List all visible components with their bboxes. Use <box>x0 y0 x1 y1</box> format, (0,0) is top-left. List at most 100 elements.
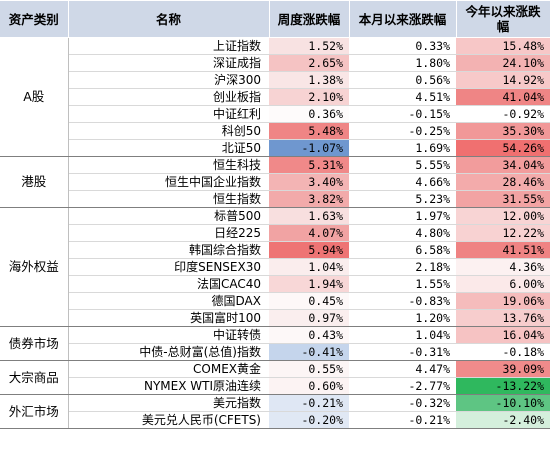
mtd-change-cell: -0.83% <box>349 292 456 310</box>
index-name-cell: 日经225 <box>68 224 269 242</box>
ytd-change-cell: 41.51% <box>456 241 550 259</box>
asset-class-cell: 海外权益 <box>0 207 69 327</box>
index-name-cell: 美元兑人民币(CFETS) <box>68 411 269 429</box>
index-name-cell: 恒生指数 <box>68 190 269 208</box>
weekly-change-cell: 0.60% <box>269 377 349 395</box>
asset-class-cell: A股 <box>0 37 69 157</box>
ytd-change-cell: 41.04% <box>456 88 550 106</box>
ytd-change-cell: -0.92% <box>456 105 550 123</box>
mtd-change-cell: 5.23% <box>349 190 456 208</box>
table-row: 德国DAX 0.45% -0.83% 19.06% <box>0 292 550 310</box>
mtd-change-cell: 4.47% <box>349 360 456 378</box>
weekly-change-cell: 1.63% <box>269 207 349 225</box>
mtd-change-cell: -0.25% <box>349 122 456 140</box>
ytd-change-cell: 28.46% <box>456 173 550 191</box>
weekly-change-cell: 3.40% <box>269 173 349 191</box>
table-body: A股 上证指数 1.52% 0.33% 15.48% 深证成指 2.65% 1.80% 24.1… <box>0 37 550 429</box>
index-name-cell: 德国DAX <box>68 292 269 310</box>
table-row: 恒生指数 3.82% 5.23% 31.55% <box>0 190 550 208</box>
index-name-cell: COMEX黄金 <box>68 360 269 378</box>
weekly-change-cell: 5.94% <box>269 241 349 259</box>
mtd-change-cell: 0.33% <box>349 37 456 55</box>
mtd-change-cell: 1.80% <box>349 54 456 72</box>
table-row: 港股 恒生科技 5.31% 5.55% 34.04% <box>0 156 550 208</box>
index-name-cell: 恒生中国企业指数 <box>68 173 269 191</box>
index-name-cell: NYMEX WTI原油连续 <box>68 377 269 395</box>
index-name-cell: 印度SENSEX30 <box>68 258 269 276</box>
weekly-change-cell: 4.07% <box>269 224 349 242</box>
weekly-change-cell: -0.20% <box>269 411 349 429</box>
weekly-change-cell: 2.65% <box>269 54 349 72</box>
ytd-change-cell: -2.40% <box>456 411 550 429</box>
mtd-change-cell: -0.31% <box>349 343 456 361</box>
weekly-change-cell: 1.94% <box>269 275 349 293</box>
weekly-change-cell: 0.36% <box>269 105 349 123</box>
table-row: 美元兑人民币(CFETS) -0.20% -0.21% -2.40% <box>0 411 550 429</box>
mtd-change-cell: 4.51% <box>349 88 456 106</box>
weekly-change-cell: 5.31% <box>269 156 349 174</box>
index-name-cell: 恒生科技 <box>68 156 269 174</box>
table-row: 科创50 5.48% -0.25% 35.30% <box>0 122 550 140</box>
ytd-change-cell: 31.55% <box>456 190 550 208</box>
index-name-cell: 沪深300 <box>68 71 269 89</box>
header-asset-class: 资产类别 <box>0 0 69 38</box>
table-row: 韩国综合指数 5.94% 6.58% 41.51% <box>0 241 550 259</box>
weekly-change-cell: -0.41% <box>269 343 349 361</box>
index-name-cell: 中证红利 <box>68 105 269 123</box>
weekly-change-cell: 2.10% <box>269 88 349 106</box>
weekly-change-cell: -0.21% <box>269 394 349 412</box>
index-name-cell: 美元指数 <box>68 394 269 412</box>
ytd-change-cell: 24.10% <box>456 54 550 72</box>
mtd-change-cell: 6.58% <box>349 241 456 259</box>
ytd-change-cell: -10.10% <box>456 394 550 412</box>
weekly-change-cell: 0.43% <box>269 326 349 344</box>
table-row: 外汇市场 美元指数 -0.21% -0.32% -10.10% <box>0 394 550 429</box>
index-name-cell: 中债-总财富(总值)指数 <box>68 343 269 361</box>
weekly-change-cell: 1.52% <box>269 37 349 55</box>
header-mtd-change: 本月以来涨跌幅 <box>348 0 457 38</box>
mtd-change-cell: 1.04% <box>349 326 456 344</box>
ytd-change-cell: 15.48% <box>456 37 550 55</box>
table-row: A股 上证指数 1.52% 0.33% 15.48% <box>0 37 550 157</box>
weekly-change-cell: 3.82% <box>269 190 349 208</box>
table-row: 北证50 -1.07% 1.69% 54.26% <box>0 139 550 157</box>
mtd-change-cell: -0.32% <box>349 394 456 412</box>
weekly-change-cell: -1.07% <box>269 139 349 157</box>
market-performance-table: 资产类别 名称 周度涨跌幅 本月以来涨跌幅 今年以来涨跌幅 A股 上证指数 1.52… <box>0 0 550 429</box>
table-row: 恒生中国企业指数 3.40% 4.66% 28.46% <box>0 173 550 191</box>
mtd-change-cell: -0.21% <box>349 411 456 429</box>
weekly-change-cell: 1.38% <box>269 71 349 89</box>
ytd-change-cell: 34.04% <box>456 156 550 174</box>
table-row: 沪深300 1.38% 0.56% 14.92% <box>0 71 550 89</box>
weekly-change-cell: 5.48% <box>269 122 349 140</box>
mtd-change-cell: 5.55% <box>349 156 456 174</box>
table-row: 日经225 4.07% 4.80% 12.22% <box>0 224 550 242</box>
table-row: 中债-总财富(总值)指数 -0.41% -0.31% -0.18% <box>0 343 550 361</box>
ytd-change-cell: 4.36% <box>456 258 550 276</box>
weekly-change-cell: 1.04% <box>269 258 349 276</box>
ytd-change-cell: 39.09% <box>456 360 550 378</box>
mtd-change-cell: 1.69% <box>349 139 456 157</box>
ytd-change-cell: 12.22% <box>456 224 550 242</box>
table-row: 印度SENSEX30 1.04% 2.18% 4.36% <box>0 258 550 276</box>
mtd-change-cell: 1.20% <box>349 309 456 327</box>
ytd-change-cell: -0.18% <box>456 343 550 361</box>
index-name-cell: 标普500 <box>68 207 269 225</box>
ytd-change-cell: 6.00% <box>456 275 550 293</box>
index-name-cell: 法国CAC40 <box>68 275 269 293</box>
index-name-cell: 科创50 <box>68 122 269 140</box>
weekly-change-cell: 0.55% <box>269 360 349 378</box>
asset-class-cell: 债券市场 <box>0 326 69 361</box>
mtd-change-cell: -0.15% <box>349 105 456 123</box>
ytd-change-cell: 16.04% <box>456 326 550 344</box>
table-row: 海外权益 标普500 1.63% 1.97% 12.00% <box>0 207 550 327</box>
ytd-change-cell: 54.26% <box>456 139 550 157</box>
index-name-cell: 上证指数 <box>68 37 269 55</box>
header-name: 名称 <box>67 0 270 38</box>
ytd-change-cell: 35.30% <box>456 122 550 140</box>
index-name-cell: 英国富时100 <box>68 309 269 327</box>
index-name-cell: 中证转债 <box>68 326 269 344</box>
asset-class-cell: 外汇市场 <box>0 394 69 429</box>
table-row: 法国CAC40 1.94% 1.55% 6.00% <box>0 275 550 293</box>
weekly-change-cell: 0.97% <box>269 309 349 327</box>
